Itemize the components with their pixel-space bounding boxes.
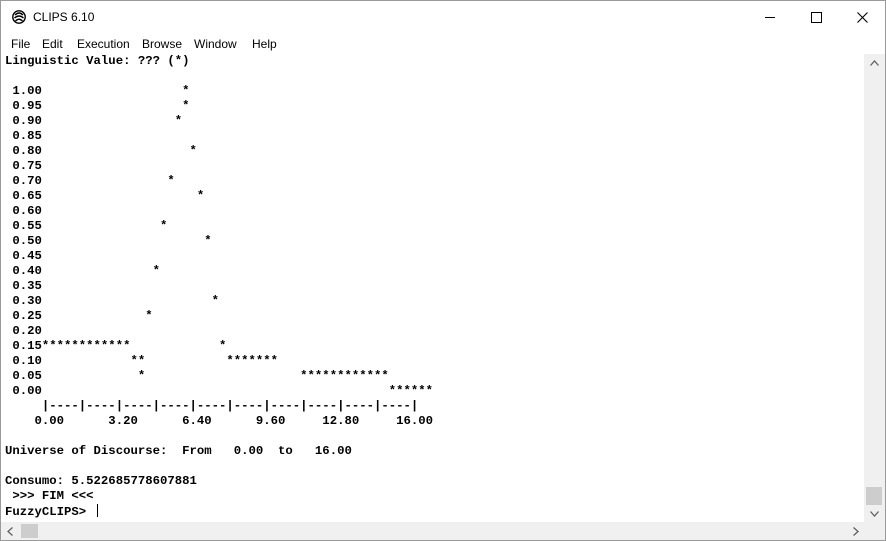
scroll-up-button[interactable] [864,54,885,71]
vertical-scroll-thumb[interactable] [866,487,882,505]
command-prompt: FuzzyCLIPS> [5,505,94,519]
console-line: 0.65 * [5,189,205,203]
menu-help[interactable]: Help [252,37,277,51]
console-line: 0.00 3.20 6.40 9.60 12.80 16.00 [5,414,434,428]
close-button[interactable] [839,1,885,33]
menu-window[interactable]: Window [194,37,237,51]
close-icon [856,11,868,23]
dialog-console[interactable]: Linguistic Value: ??? (*) 1.00 * 0.95 * … [1,54,864,522]
scroll-right-arrow-icon [852,526,859,536]
console-line: Universe of Discourse: From 0.00 to 16.0… [5,444,352,458]
console-line: >>> FIM <<< [5,489,94,503]
console-line: Linguistic Value: ??? (*) [5,54,190,68]
console-line: 0.70 * [5,174,175,188]
console-line: 0.35 [5,279,42,293]
console-line: Consumo: 5.522685778607881 [5,474,197,488]
console-line: 0.30 * [5,294,220,308]
scroll-up-arrow-icon [870,59,879,66]
console-line: 0.40 * [5,264,160,278]
minimize-icon [764,16,775,18]
console-line: 0.55 * [5,219,168,233]
console-line: 0.90 * [5,114,183,128]
text-caret [96,504,98,517]
command-prompt-line[interactable]: FuzzyCLIPS> [5,504,98,519]
console-line: 0.10 ** ******* [5,354,279,368]
console-line: 0.80 * [5,144,197,158]
console-line: 0.50 * [5,234,212,248]
console-line: 0.00 ****** [5,384,434,398]
console-line: 0.05 * ************ [5,369,389,383]
scroll-left-button[interactable] [1,522,18,540]
console-line: 0.60 [5,204,42,218]
console-line: 0.25 * [5,309,153,323]
window-title: CLIPS 6.10 [33,10,95,24]
menu-file[interactable]: File [11,37,31,51]
console-line: 0.20 [5,324,42,338]
scroll-down-button[interactable] [864,505,885,522]
console-line: 0.75 [5,159,42,173]
menu-edit[interactable]: Edit [42,37,63,51]
scroll-right-button[interactable] [847,522,864,540]
clips-app-icon [12,10,26,24]
console-line: 0.85 [5,129,42,143]
horizontal-scroll-thumb[interactable] [21,524,38,538]
console-line: 0.45 [5,249,42,263]
console-line: 0.15************ * [5,339,227,353]
horizontal-scrollbar[interactable] [1,522,864,540]
vertical-scrollbar[interactable] [864,54,885,522]
minimize-button[interactable] [747,1,793,33]
console-line: 0.95 * [5,99,190,113]
scroll-left-arrow-icon [6,526,13,536]
menu-bar: File Edit Execution Browse Window Help [1,34,885,54]
title-bar[interactable]: CLIPS 6.10 [1,1,885,33]
menu-browse[interactable]: Browse [142,37,183,51]
scroll-down-arrow-icon [870,510,879,517]
console-line: |----|----|----|----|----|----|----|----… [5,399,419,413]
scrollbar-corner [864,522,885,540]
maximize-button[interactable] [793,1,839,33]
console-line: 1.00 * [5,84,190,98]
maximize-icon [810,11,822,23]
menu-execution[interactable]: Execution [77,37,130,51]
